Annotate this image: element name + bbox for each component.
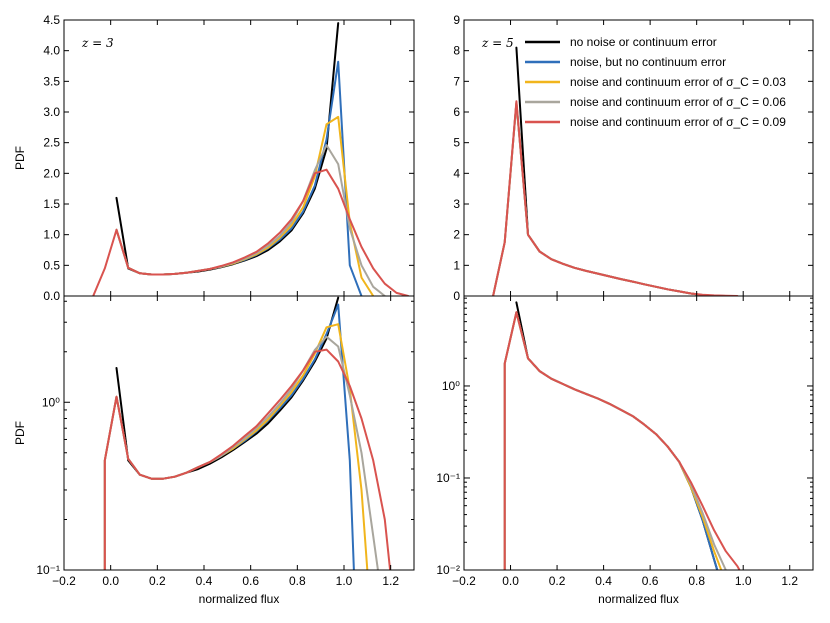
panel-top-left: 0.0 0.5 1.0 1.5 2.0 2.5 3.0 3.5 4.0 4.5 PDF z = 3 xyxy=(13,13,415,303)
series-line-red xyxy=(503,311,741,570)
legend-entry-gray: noise and continuum error of σ_C = 0.06 xyxy=(525,95,786,109)
legend-entry-red: noise and continuum error of σ_C = 0.09 xyxy=(525,115,786,129)
y-tick-label: 4 xyxy=(453,166,460,180)
series-line-black xyxy=(115,22,340,276)
x-tick-label: 0.4 xyxy=(196,574,213,588)
x-tick-label: 0.8 xyxy=(688,574,705,588)
y-tick-label: 2.5 xyxy=(43,136,60,150)
series-line-yellow xyxy=(115,115,375,296)
y-tick-label: 10⁻¹ xyxy=(36,563,60,577)
y-tick-label: 1 xyxy=(453,258,460,272)
legend: no noise or continuum error noise, but no… xyxy=(525,35,786,129)
y-axis-label: PDF xyxy=(13,146,27,170)
legend-label: noise and continuum error of σ_C = 0.03 xyxy=(570,75,786,89)
series-group xyxy=(103,296,392,570)
x-tick-label: 1.2 xyxy=(781,574,798,588)
panel-bottom-left: −0.2 0.0 0.2 0.4 0.6 0.8 1.0 1.2 10⁻¹ 10⁰ PDF norma… xyxy=(13,295,415,606)
y-tick-label: 10⁻¹ xyxy=(436,471,460,485)
x-tick-label: 0.2 xyxy=(149,574,166,588)
axes-frame xyxy=(463,295,814,571)
y-tick-label: 6 xyxy=(453,105,460,119)
panels: 0.0 0.5 1.0 1.5 2.0 2.5 3.0 3.5 4.0 4.5 PDF z = 3 0 1… xyxy=(13,13,814,606)
legend-label: noise and continuum error of σ_C = 0.06 xyxy=(570,95,786,109)
series-line-red xyxy=(92,168,410,296)
series-line-yellow xyxy=(503,311,723,570)
series-line-blue xyxy=(503,311,719,570)
y-tick-label: 10⁰ xyxy=(442,379,460,393)
y-tick-label: 3.0 xyxy=(43,105,60,119)
x-axis-label: normalized flux xyxy=(598,592,679,606)
panel-bottom-right: −0.2 0.0 0.2 0.4 0.6 0.8 1.0 1.2 10⁻² 10⁻¹ 10⁰ norm… xyxy=(436,295,814,606)
y-tick-label: 3.5 xyxy=(43,74,60,88)
y-tick-label: 2 xyxy=(453,228,460,242)
y-tick-label: 1.0 xyxy=(43,228,60,242)
y-tick-label: 4.5 xyxy=(43,13,60,27)
x-tick-label: 1.0 xyxy=(735,574,752,588)
legend-label: noise, but no continuum error xyxy=(570,55,726,69)
y-tick-label: 0.0 xyxy=(43,289,60,303)
redshift-annotation: z = 5 xyxy=(481,36,514,50)
y-tick-label: 4.0 xyxy=(43,44,60,58)
y-axis-label: PDF xyxy=(13,421,27,445)
x-tick-label: 0.6 xyxy=(242,574,259,588)
series-group xyxy=(492,46,739,296)
series-line-red xyxy=(103,348,392,570)
series-line-yellow xyxy=(103,323,369,570)
x-tick-label: 1.0 xyxy=(336,574,353,588)
x-tick-label: −0.2 xyxy=(52,574,76,588)
legend-label: no noise or continuum error xyxy=(570,35,717,49)
series-group xyxy=(503,301,741,570)
y-tick-label: 9 xyxy=(453,13,460,27)
legend-label: noise and continuum error of σ_C = 0.09 xyxy=(570,115,786,129)
axes-frame xyxy=(63,295,415,571)
legend-entry-yellow: noise and continuum error of σ_C = 0.03 xyxy=(525,75,786,89)
y-tick-label: 2.0 xyxy=(43,166,60,180)
y-tick-label: 0 xyxy=(453,289,460,303)
panel-top-right: 0 1 2 3 4 5 6 7 8 9 z = 5 xyxy=(453,13,814,303)
legend-entry-black: no noise or continuum error xyxy=(525,35,717,49)
x-tick-label: 0.2 xyxy=(549,574,566,588)
y-tick-label: 3 xyxy=(453,197,460,211)
y-tick-label: 0.5 xyxy=(43,258,60,272)
x-tick-label: 0.0 xyxy=(502,574,519,588)
x-tick-label: 0.6 xyxy=(642,574,659,588)
y-tick-label: 10⁻² xyxy=(436,563,460,577)
x-tick-label: 1.2 xyxy=(382,574,399,588)
x-axis-label: normalized flux xyxy=(199,592,280,606)
x-tick-label: −0.2 xyxy=(452,574,476,588)
y-tick-label: 1.5 xyxy=(43,197,60,211)
series-line-gray xyxy=(492,101,727,296)
series-group xyxy=(92,22,410,296)
series-line-black xyxy=(515,301,719,570)
series-line-blue xyxy=(492,101,727,296)
y-tick-label: 8 xyxy=(453,44,460,58)
series-line-red xyxy=(492,100,739,296)
legend-entry-blue: noise, but no continuum error xyxy=(525,55,726,69)
x-tick-label: 0.4 xyxy=(595,574,612,588)
y-tick-label: 5 xyxy=(453,136,460,150)
x-tick-label: 0.8 xyxy=(289,574,306,588)
y-tick-label: 10⁰ xyxy=(42,395,60,409)
y-tick-label: 7 xyxy=(453,74,460,88)
x-tick-label: 0.0 xyxy=(102,574,119,588)
series-line-gray xyxy=(503,311,727,570)
series-line-yellow xyxy=(492,101,727,296)
axes-frame xyxy=(63,19,415,297)
series-line-gray xyxy=(103,335,379,570)
redshift-annotation: z = 3 xyxy=(81,36,114,50)
